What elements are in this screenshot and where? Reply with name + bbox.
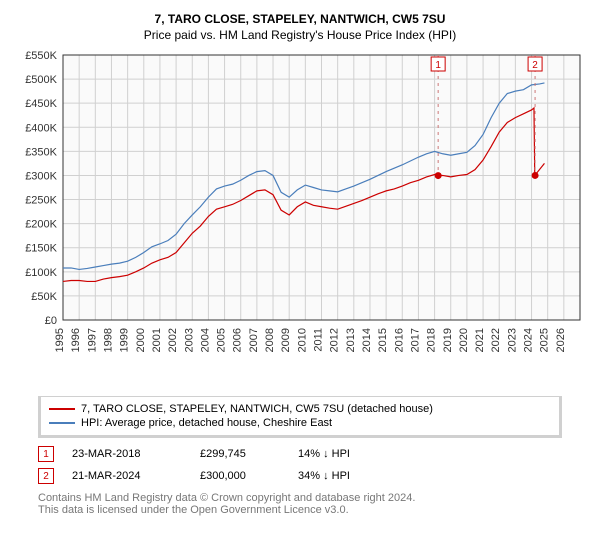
svg-text:2013: 2013 [345,328,357,352]
svg-text:2016: 2016 [393,328,405,352]
sale-marker-icon: 2 [38,468,54,484]
sale-date: 21-MAR-2024 [72,470,182,482]
svg-text:2009: 2009 [280,328,292,352]
sale-price: £299,745 [200,448,280,460]
legend: 7, TARO CLOSE, STAPELEY, NANTWICH, CW5 7… [38,396,562,438]
svg-text:2012: 2012 [329,328,341,352]
legend-swatch [49,422,75,424]
legend-label: HPI: Average price, detached house, Ches… [81,417,332,429]
svg-text:£400K: £400K [25,122,57,134]
svg-text:1998: 1998 [102,328,114,352]
svg-text:£500K: £500K [25,74,57,86]
svg-text:2022: 2022 [490,328,502,352]
sale-annotations: 1 23-MAR-2018 £299,745 14% ↓ HPI 2 21-MA… [38,446,562,484]
svg-text:2019: 2019 [442,328,454,352]
svg-text:£450K: £450K [25,98,57,110]
svg-text:£150K: £150K [25,243,57,255]
svg-text:2001: 2001 [151,328,163,352]
svg-text:2021: 2021 [474,328,486,352]
svg-text:1995: 1995 [54,328,66,352]
sale-date: 23-MAR-2018 [72,448,182,460]
svg-text:£550K: £550K [25,50,57,62]
svg-text:2006: 2006 [232,328,244,352]
svg-text:2014: 2014 [361,328,373,352]
svg-text:£0: £0 [45,315,57,327]
legend-item: 7, TARO CLOSE, STAPELEY, NANTWICH, CW5 7… [49,403,551,415]
svg-text:1999: 1999 [119,328,131,352]
svg-text:2018: 2018 [426,328,438,352]
svg-text:2007: 2007 [248,328,260,352]
legend-label: 7, TARO CLOSE, STAPELEY, NANTWICH, CW5 7… [81,403,433,415]
sale-row: 1 23-MAR-2018 £299,745 14% ↓ HPI [38,446,562,462]
svg-text:£300K: £300K [25,170,57,182]
legend-item: HPI: Average price, detached house, Ches… [49,417,551,429]
svg-text:2004: 2004 [199,328,211,352]
svg-text:2020: 2020 [458,328,470,352]
svg-text:2010: 2010 [296,328,308,352]
line-chart-svg: £0 £50K £100K £150K £200K £250K £300K £350K £400… [15,50,585,390]
svg-text:2017: 2017 [409,328,421,352]
sale-delta: 34% ↓ HPI [298,470,388,482]
svg-text:2002: 2002 [167,328,179,352]
footnote-line: This data is licensed under the Open Gov… [38,504,562,516]
svg-text:1997: 1997 [86,328,98,352]
svg-text:1: 1 [435,60,441,71]
chart-subtitle: Price paid vs. HM Land Registry's House … [10,28,590,42]
svg-text:2011: 2011 [313,328,325,352]
footnote: Contains HM Land Registry data © Crown c… [38,492,562,516]
svg-text:2015: 2015 [377,328,389,352]
chart-title: 7, TARO CLOSE, STAPELEY, NANTWICH, CW5 7… [10,12,590,26]
svg-text:2: 2 [532,60,538,71]
svg-text:£350K: £350K [25,146,57,158]
svg-text:2000: 2000 [135,328,147,352]
sale-marker-icon: 1 [38,446,54,462]
svg-text:2005: 2005 [216,328,228,352]
sale-delta: 14% ↓ HPI [298,448,388,460]
svg-text:2008: 2008 [264,328,276,352]
svg-text:2026: 2026 [555,328,567,352]
sale-row: 2 21-MAR-2024 £300,000 34% ↓ HPI [38,468,562,484]
svg-text:£250K: £250K [25,195,57,207]
svg-text:2025: 2025 [539,328,551,352]
footnote-line: Contains HM Land Registry data © Crown c… [38,492,562,504]
svg-text:1996: 1996 [70,328,82,352]
sale-price: £300,000 [200,470,280,482]
svg-text:£50K: £50K [31,291,57,303]
svg-text:£200K: £200K [25,219,57,231]
chart-area: £0 £50K £100K £150K £200K £250K £300K £350K £400… [15,50,585,390]
svg-text:2023: 2023 [506,328,518,352]
svg-text:2003: 2003 [183,328,195,352]
legend-swatch [49,408,75,410]
svg-text:2024: 2024 [523,328,535,352]
svg-text:£100K: £100K [25,267,57,279]
